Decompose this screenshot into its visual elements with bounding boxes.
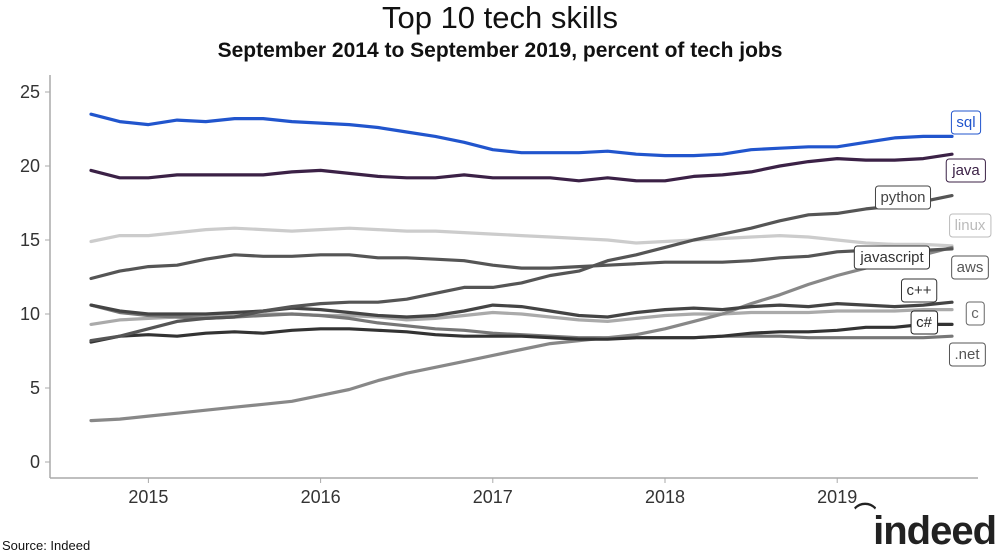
series-label-box (910, 310, 939, 335)
series-line-python (89, 194, 954, 343)
series-label-text: c (971, 305, 979, 322)
chart-title: Top 10 tech skills (381, 0, 619, 35)
series-line-cpp (89, 300, 954, 319)
series-label-box (951, 255, 989, 280)
series-label-box (900, 278, 938, 303)
series-label-javascript: javascript (853, 245, 931, 270)
x-tick-label: 2016 (301, 487, 341, 507)
series-label-linux: linux (949, 213, 992, 238)
series-label-text: .net (954, 346, 980, 363)
series-label-java: java (945, 158, 986, 183)
series-label-python: python (874, 185, 932, 210)
series-label-text: c# (916, 314, 933, 331)
series-label-text: java (951, 162, 980, 179)
series-label-text: linux (955, 217, 986, 234)
logo-text: indeed (873, 509, 997, 553)
series-label-box (965, 301, 985, 326)
series-label-text: c++ (906, 282, 931, 299)
series-line-sql (89, 112, 954, 158)
x-tick-label: 2019 (817, 487, 857, 507)
series-line-linux (89, 226, 954, 248)
x-tick-label: 2017 (473, 487, 513, 507)
chart-axes: 0 5 10 15 20 25 2015 2016 2017 2018 2019 (20, 75, 978, 507)
series-label-text: javascript (859, 249, 924, 266)
y-tick-label: 15 (20, 230, 40, 250)
logo-arc-icon: ⌒ (854, 502, 876, 527)
series-labels: sql java python linux javascript aws c++ c c# .ne… (853, 110, 992, 367)
series-label-box (950, 110, 982, 135)
y-tick-label: 0 (30, 452, 40, 472)
series-label-box (874, 185, 932, 210)
series-line-javascript (89, 247, 954, 281)
series-label-sql: sql (950, 110, 982, 135)
source-note: Source: Indeed (2, 538, 91, 553)
series-label-text: aws (957, 259, 984, 276)
series-line-csharp (89, 322, 954, 344)
series-label-box (853, 245, 931, 270)
series-label-cpp: c++ (900, 278, 938, 303)
series-label-box (948, 342, 986, 367)
series-label-dotnet: .net (948, 342, 986, 367)
series-label-box (945, 158, 986, 183)
y-tick-label: 5 (30, 378, 40, 398)
series-line-aws (89, 245, 954, 423)
series-label-text: sql (956, 114, 975, 131)
x-tick-label: 2015 (128, 487, 168, 507)
series-label-box (949, 213, 992, 238)
series-label-c: c (965, 301, 985, 326)
series-lines (89, 112, 954, 423)
series-line-java (89, 152, 954, 183)
chart-subtitle: September 2014 to September 2019, percen… (217, 39, 783, 62)
y-tick-label: 20 (20, 156, 40, 176)
series-label-aws: aws (951, 255, 989, 280)
series-label-text: python (880, 189, 925, 206)
series-label-csharp: c# (910, 310, 939, 335)
indeed-logo: ⌒indeed (852, 502, 997, 554)
y-tick-label: 10 (20, 304, 40, 324)
y-tick-label: 25 (20, 82, 40, 102)
x-tick-label: 2018 (645, 487, 685, 507)
